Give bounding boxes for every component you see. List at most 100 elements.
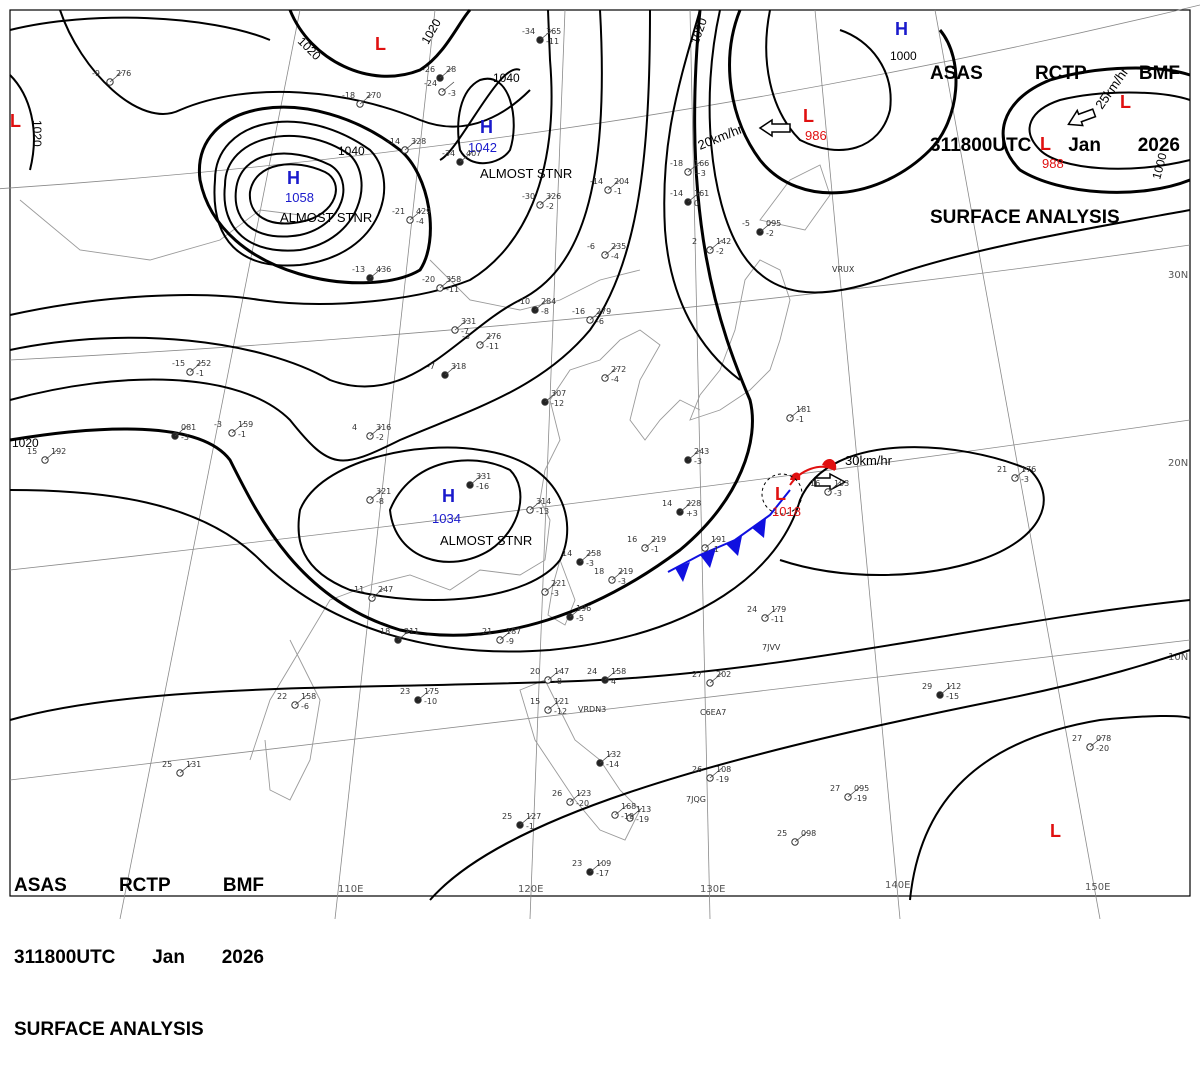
wind-barb xyxy=(444,364,458,376)
station-plot: 4 316-2 xyxy=(352,423,391,442)
isobar-1032 xyxy=(9,9,553,316)
lon-label: 130E xyxy=(700,884,725,895)
station-plot: -16 279-6 xyxy=(572,307,611,326)
lon-label: 110E xyxy=(338,884,363,895)
wind-barb xyxy=(847,786,861,798)
wind-barb xyxy=(569,606,583,618)
station-pressure: 161 xyxy=(694,189,709,198)
station-pressure: 108 xyxy=(716,765,731,774)
wind-barb xyxy=(109,71,123,83)
station-pressure: 196 xyxy=(576,604,591,613)
station-plot: -3 276-11 xyxy=(462,332,501,351)
station-plot: 243-3 xyxy=(684,447,709,466)
chart-title: SURFACE ANALYSIS xyxy=(930,207,1120,228)
wind-barb xyxy=(439,277,453,289)
wind-barb xyxy=(939,684,953,696)
station-pressure: 098 xyxy=(801,829,816,838)
station-temperature: 24 xyxy=(587,667,597,676)
station-plot: -9 276 xyxy=(92,69,131,86)
station-plot: -7 318 xyxy=(427,362,466,379)
high-symbol: H xyxy=(442,486,455,506)
isobar-1012 xyxy=(9,599,1191,721)
isobar-1040 xyxy=(198,105,432,285)
station-plot: 113-19 xyxy=(626,805,651,824)
station-pressure: 328 xyxy=(411,137,426,146)
grid-labels: 110E 120E 130E 140E 150E 30N 20N 10N xyxy=(338,270,1188,895)
station-pressure: 121 xyxy=(554,697,569,706)
pressure-centers: H 1058 ALMOST STNR H 1042 ALMOST STNR H … xyxy=(10,19,1131,841)
station-plot: 26 123-20 xyxy=(552,789,591,808)
isobar-label: 1020 xyxy=(12,436,39,450)
station-code: RCTP xyxy=(1034,63,1087,84)
high-symbol: H xyxy=(480,117,493,137)
station-pressure: 307 xyxy=(551,389,566,398)
station-pressure: 191 xyxy=(711,535,726,544)
wind-barb xyxy=(599,752,613,764)
lat-label: 10N xyxy=(1168,652,1188,663)
station-pressure: 228 xyxy=(686,499,701,508)
wind-barb xyxy=(479,334,493,346)
parallel-40n xyxy=(0,4,1200,190)
station-pressure: 176 xyxy=(1021,465,1036,474)
station-plot: 15 192 xyxy=(27,447,66,464)
station-plot: 27 095-19 xyxy=(830,784,869,803)
isobar-1020 xyxy=(9,9,754,637)
movement-label: 30km/hr xyxy=(845,453,893,468)
isobar-1052 xyxy=(234,152,345,238)
wind-barb xyxy=(439,67,453,79)
station-plot: 14 228+3 xyxy=(662,499,701,518)
station-plot: 25 127-1 xyxy=(502,812,541,831)
cold-front xyxy=(667,458,837,582)
lon-label: 120E xyxy=(518,884,543,895)
station-pressure: 123 xyxy=(576,789,591,798)
pressure-value: 1034 xyxy=(432,511,461,526)
station-temperature: 14 xyxy=(662,499,672,508)
wind-barb xyxy=(547,669,561,681)
wind-barb xyxy=(687,449,701,461)
station-plot: 18 211 xyxy=(380,627,419,644)
sakhalin xyxy=(759,164,831,231)
pressure-value: 1058 xyxy=(285,190,314,205)
station-tendency: -19 xyxy=(716,775,729,784)
stationary-note: ALMOST STNR xyxy=(480,166,572,181)
station-temperature: 29 xyxy=(922,682,932,691)
station-pressure: 095 xyxy=(854,784,869,793)
station-pressure: 331 xyxy=(461,317,476,326)
pressure-value: 988 xyxy=(1042,156,1064,171)
station-pressure: 202 xyxy=(716,670,731,679)
station-temperature: -15 xyxy=(172,359,185,368)
isobar-1024 xyxy=(9,9,651,462)
isobar-996 xyxy=(765,9,892,151)
station-plot: 15 121-12 xyxy=(530,697,569,716)
station-plot: 21 187-9 xyxy=(482,627,521,646)
station-pressure: 192 xyxy=(51,447,66,456)
station-tendency: -3 xyxy=(834,489,842,498)
station-temperature: -18 xyxy=(342,91,355,100)
mongolia-border xyxy=(19,199,301,261)
lon-label: 150E xyxy=(1085,882,1110,893)
station-pressure: 219 xyxy=(618,567,633,576)
wind-barb xyxy=(589,309,603,321)
station-plot: -13 436 xyxy=(352,265,391,282)
station-temperature: -9 xyxy=(92,69,100,78)
wind-barb xyxy=(1089,736,1103,748)
station-tendency: -11 xyxy=(546,37,559,46)
station-plot: -20 358-11 xyxy=(422,275,461,294)
station-tendency: -19 xyxy=(854,794,867,803)
isobar-1028 xyxy=(9,9,603,388)
weather-map: 110E 120E 130E 140E 150E 30N 20N 10N xyxy=(0,4,1200,919)
station-tendency: -3 xyxy=(448,89,456,98)
wind-barb xyxy=(794,831,808,843)
station-pressure: 429 xyxy=(416,207,431,216)
station-tendency: -16 xyxy=(476,482,489,491)
station-tendency: -1 xyxy=(711,545,719,554)
isobar-1008b xyxy=(909,714,1191,901)
meridian-100e xyxy=(119,9,301,919)
station-tendency: -1 xyxy=(526,822,534,831)
wind-barb xyxy=(519,814,533,826)
station-pressure: 321 xyxy=(376,487,391,496)
low-symbol: L xyxy=(375,34,386,54)
wind-barb xyxy=(607,179,621,191)
station-temperature: 24 xyxy=(747,605,757,614)
